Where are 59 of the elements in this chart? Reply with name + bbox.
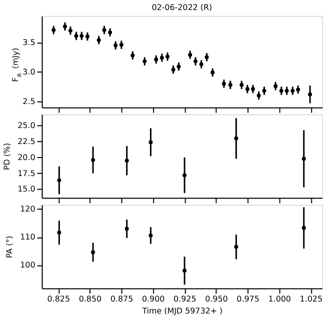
y-tick-label: 3.0 [22,67,36,76]
y-tick-label: 15.0 [18,184,36,194]
y-tick-label: 110 [20,232,36,242]
point [62,24,67,28]
y-tick-label: 120 [20,204,36,214]
point [245,87,250,92]
x-tick-label: 0.850 [78,294,102,304]
point [91,250,95,254]
x-tick-label: 0.825 [47,294,70,304]
y-tick-label: 25.0 [18,121,36,130]
y-tick-label: 20.0 [18,152,36,162]
point [124,158,129,163]
point [52,28,56,32]
x-tick-label: 0.950 [205,294,228,304]
point [124,226,129,231]
point [228,82,232,87]
x-tick-label: 0.900 [142,294,165,304]
point [74,34,78,38]
point [171,68,176,72]
point [102,28,106,32]
point [108,30,112,34]
y-tick-label: 100 [20,260,36,270]
x-tick-label: 1.025 [300,294,323,304]
point [240,82,244,87]
point [210,70,215,74]
point [182,268,187,273]
point [57,178,62,182]
point [302,226,306,230]
y-tick-label: 2.5 [22,96,36,106]
point [302,156,306,161]
point [148,140,153,144]
x-axis-title: Time (MJD 59732+ ) [141,306,223,316]
x-tick-label: 1.000 [268,294,291,304]
point [182,173,187,178]
point [96,38,101,42]
point [85,34,90,39]
y-tick-label: 17.5 [18,168,36,178]
x-tick-label: 0.975 [236,294,260,304]
y-axis-title: PA (°) [5,236,14,258]
point [234,136,238,140]
chart-title: 02-06-2022 (R) [152,2,212,12]
point [80,34,84,38]
point [176,64,181,69]
y-tick-label: 22.5 [18,137,36,146]
point [91,158,95,162]
y-tick-label: 3.5 [22,38,36,47]
point [250,87,255,92]
point [234,244,238,249]
point [256,94,261,98]
x-tick-label: 0.925 [174,294,196,304]
point [57,230,62,235]
x-tick-label: 0.875 [110,294,134,304]
point [130,53,135,58]
point [166,54,170,59]
point [154,58,158,62]
point [274,84,278,88]
y-axis-title: PD (%) [2,142,12,170]
point [148,233,153,238]
point [308,92,312,96]
